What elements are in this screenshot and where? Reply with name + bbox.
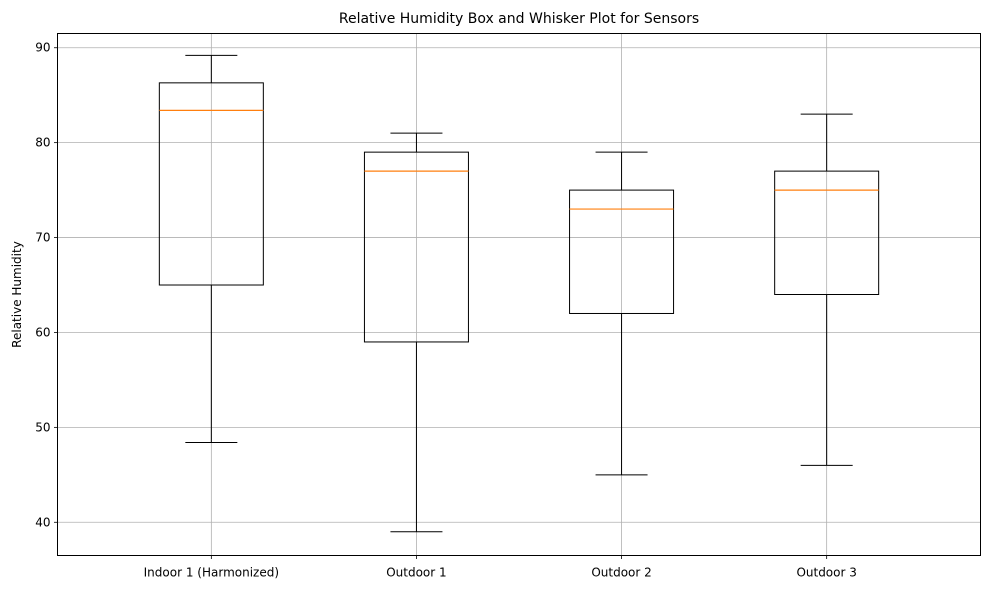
y-axis-title: Relative Humidity: [10, 241, 24, 348]
box-group-3: [774, 113, 880, 466]
y-tick-label-4: 80: [35, 136, 50, 150]
y-tick-label-1: 50: [35, 420, 50, 434]
y-tick-label-0: 40: [35, 515, 50, 529]
x-tick-label-3: Outdoor 3: [796, 566, 856, 580]
box-iqr-2: [569, 189, 675, 314]
box-iqr-0: [158, 82, 264, 286]
tick-layer: 40 50 60 70 80 90 Indoor 1 (Harmonized) Outdoor…: [35, 41, 857, 580]
x-tick-label-2: Outdoor 2: [591, 566, 651, 580]
x-tick-label-1: Outdoor 1: [386, 566, 446, 580]
box-iqr-1: [363, 151, 469, 343]
y-tick-label-3: 70: [35, 231, 50, 245]
box-group-1: [363, 132, 469, 533]
box-layer: [158, 54, 880, 533]
box-group-2: [569, 151, 675, 476]
x-tick-label-0: Indoor 1 (Harmonized): [144, 566, 279, 580]
box-iqr-3: [774, 170, 880, 295]
y-tick-label-2: 60: [35, 325, 50, 339]
chart-title: Relative Humidity Box and Whisker Plot f…: [339, 11, 699, 27]
box-group-0: [158, 54, 264, 444]
y-tick-label-5: 90: [35, 41, 50, 55]
plot-frame: [57, 33, 981, 556]
